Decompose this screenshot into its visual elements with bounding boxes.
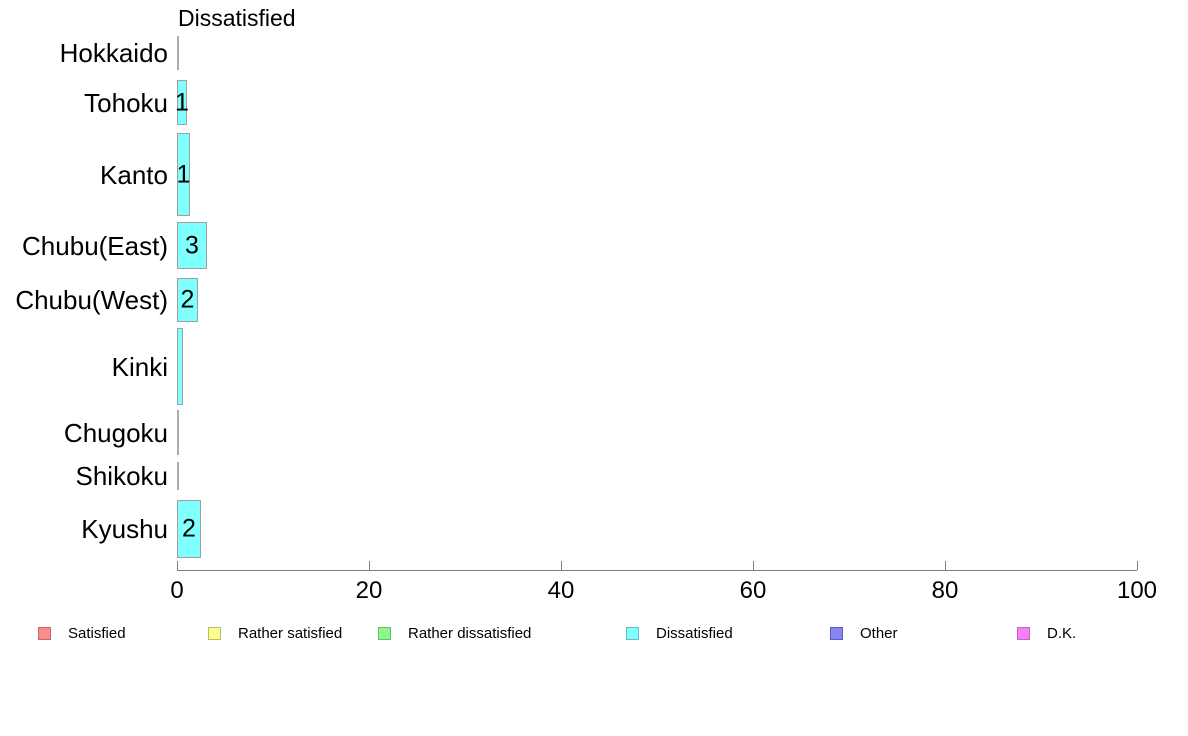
legend-item: Rather satisfied bbox=[208, 620, 342, 646]
x-axis-tick-label: 40 bbox=[547, 577, 575, 604]
x-axis-tick-label: 0 bbox=[170, 577, 184, 604]
bar-value-label: 2 bbox=[180, 285, 195, 314]
category-label: Kanto bbox=[100, 160, 168, 190]
bar: 1 bbox=[177, 133, 190, 216]
category-label: Shikoku bbox=[75, 461, 169, 491]
legend-label: Other bbox=[860, 624, 898, 642]
x-axis-tick-label: 20 bbox=[355, 577, 383, 604]
legend-swatch-icon bbox=[378, 626, 391, 640]
legend: Satisfied Rather satisfied Rather dissatis… bbox=[0, 620, 1188, 648]
bar: 2 bbox=[177, 278, 198, 322]
category-label: Chubu(East) bbox=[22, 231, 168, 261]
category-label: Tohoku bbox=[84, 88, 168, 118]
category-label: Kyushu bbox=[81, 514, 168, 544]
category-label: Kinki bbox=[111, 352, 168, 382]
x-axis-tick bbox=[177, 561, 178, 570]
legend-label: Rather dissatisfied bbox=[408, 624, 532, 642]
legend-label: D.K. bbox=[1047, 624, 1077, 642]
bar: 3 bbox=[177, 222, 207, 269]
x-axis-line bbox=[177, 570, 1137, 571]
legend-item: D.K. bbox=[1017, 620, 1076, 646]
bar-value-label: 3 bbox=[185, 231, 199, 259]
x-axis-tick-label: 100 bbox=[1116, 577, 1158, 604]
legend-swatch-icon bbox=[38, 626, 51, 640]
legend-label: Dissatisfied bbox=[656, 624, 733, 642]
legend-swatch-icon bbox=[626, 626, 639, 640]
category-label: Hokkaido bbox=[59, 38, 168, 68]
legend-swatch-icon bbox=[208, 626, 221, 640]
legend-item: Other bbox=[830, 620, 898, 646]
x-axis-tick bbox=[561, 561, 562, 570]
x-axis-tick bbox=[753, 561, 754, 570]
bar-value-label: 1 bbox=[175, 88, 189, 116]
panel-title: Dissatisfied bbox=[178, 5, 296, 31]
legend-label: Satisfied bbox=[68, 624, 126, 642]
zero-value-bar-line bbox=[177, 410, 179, 455]
legend-item: Rather dissatisfied bbox=[378, 620, 531, 646]
category-label: Chugoku bbox=[63, 418, 168, 448]
zero-value-bar-line bbox=[177, 462, 179, 490]
bar-value-label: 2 bbox=[182, 514, 196, 543]
bar-value-label: 1 bbox=[176, 160, 191, 188]
zero-value-bar-line bbox=[177, 36, 179, 70]
category-label: Chubu(West) bbox=[15, 285, 168, 315]
x-axis-tick-label: 60 bbox=[739, 577, 767, 604]
legend-swatch-icon bbox=[830, 626, 843, 640]
bar: 1 bbox=[175, 80, 189, 125]
legend-item: Dissatisfied bbox=[626, 620, 733, 646]
legend-label: Rather satisfied bbox=[238, 624, 343, 642]
x-axis-tick bbox=[369, 561, 370, 570]
x-axis-tick-label: 80 bbox=[931, 577, 959, 604]
bar: 2 bbox=[177, 500, 201, 558]
x-axis-tick bbox=[945, 561, 946, 570]
x-axis-tick bbox=[1137, 561, 1138, 570]
legend-item: Satisfied bbox=[38, 620, 126, 646]
legend-swatch-icon bbox=[1017, 626, 1030, 640]
bar bbox=[177, 328, 183, 405]
